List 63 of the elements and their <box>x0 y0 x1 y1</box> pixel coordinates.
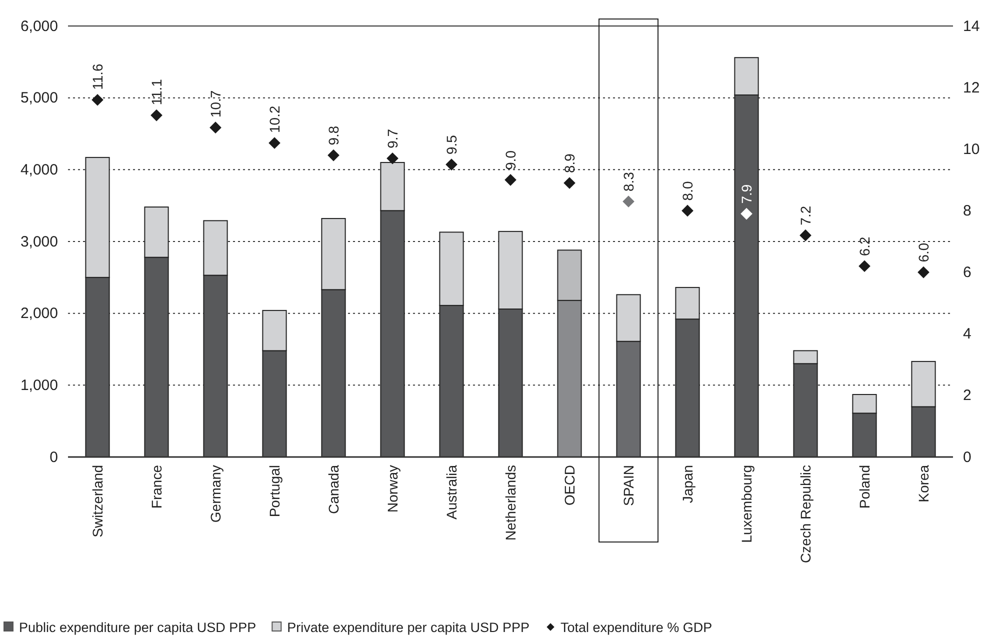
y2-tick-label: 2 <box>963 387 972 404</box>
point <box>92 94 104 106</box>
y-tick-label: 6,000 <box>20 18 58 35</box>
y-tick-label: 5,000 <box>20 90 58 107</box>
y-tick-label: 0 <box>50 448 58 466</box>
y-tick-label: 1,000 <box>20 376 58 394</box>
y2-tick-label: 0 <box>963 448 972 466</box>
legend-label: Public expenditure per capita USD PPP <box>19 620 256 635</box>
x-tick-label: Germany <box>208 465 224 523</box>
y2-tick-label: 4 <box>963 326 972 343</box>
x-tick-label: Norway <box>384 465 400 512</box>
point <box>504 174 516 186</box>
data-label: 7.9 <box>738 184 754 204</box>
data-label: 10.2 <box>266 106 282 133</box>
x-tick-label: Canada <box>326 464 342 514</box>
x-tick-label: Luxembourg <box>738 465 754 543</box>
x-tick-label: Japan <box>680 465 696 504</box>
data-label: 11.6 <box>90 63 106 90</box>
point <box>858 260 870 272</box>
data-label: 9.5 <box>444 134 460 155</box>
y2-tick-label: 12 <box>963 79 980 96</box>
x-tick-label: Netherlands <box>502 465 518 540</box>
data-label: 7.2 <box>798 206 814 226</box>
point <box>210 122 222 134</box>
point <box>800 229 812 242</box>
data-label: 9.0 <box>502 150 518 170</box>
point <box>682 204 694 217</box>
data-label: 9.8 <box>326 126 342 146</box>
data-label: 6.0 <box>916 242 932 262</box>
point <box>918 266 930 278</box>
x-tick-label: Czech Republic <box>798 465 814 564</box>
data-label: 8.9 <box>562 153 578 174</box>
y-tick-label: 2,000 <box>20 305 58 322</box>
legend-label: Total expenditure % GDP <box>560 620 712 635</box>
x-tick-label: Poland <box>856 465 872 509</box>
x-tick-label: France <box>148 464 164 509</box>
point <box>564 177 576 189</box>
y2-tick-label: 8 <box>963 202 972 220</box>
point <box>150 109 162 122</box>
y2-tick-label: 14 <box>963 18 980 35</box>
y2-tick-label: 6 <box>963 264 972 282</box>
point <box>446 158 458 170</box>
data-label: 6.2 <box>856 236 872 256</box>
data-label: 8.0 <box>680 181 696 201</box>
data-label: 11.1 <box>148 78 164 106</box>
point <box>740 208 752 220</box>
x-tick-label: Switzerland <box>90 465 106 538</box>
point <box>622 196 634 208</box>
x-tick-label: Portugal <box>266 465 282 518</box>
y2-tick-label: 10 <box>963 140 980 158</box>
point <box>268 137 280 149</box>
x-tick-label: OECD <box>562 465 578 506</box>
y-tick-label: 3,000 <box>20 233 58 250</box>
point <box>328 149 340 162</box>
data-label: 8.3 <box>620 172 636 192</box>
x-tick-label: Korea <box>916 464 932 502</box>
y-tick-label: 4,000 <box>20 161 58 178</box>
legend-label: Private expenditure per capita USD PPP <box>287 620 530 635</box>
data-label: 10.7 <box>208 90 224 118</box>
point <box>386 152 398 164</box>
x-tick-label: Australia <box>444 464 460 520</box>
data-label: 9.7 <box>384 128 400 148</box>
x-tick-label: SPAIN <box>620 465 636 506</box>
